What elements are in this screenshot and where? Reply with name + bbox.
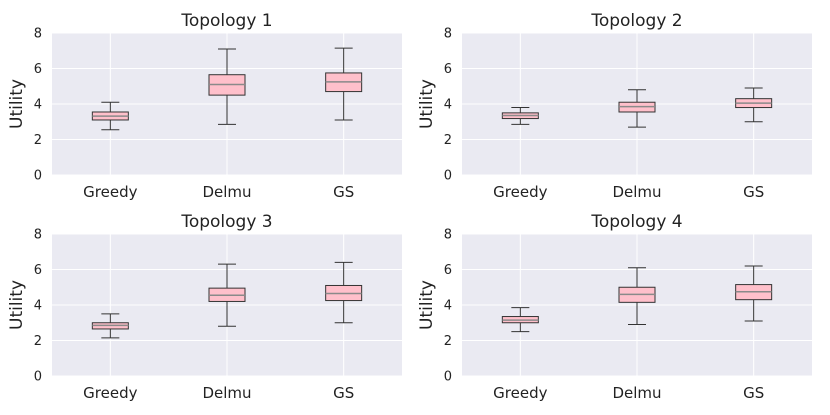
box-greedy [91,313,129,339]
x-tick-label: GS [333,183,354,201]
box-delmu [618,267,656,326]
x-tick-label: Greedy [493,183,547,201]
y-tick-label: 4 [34,299,42,314]
subplot-4: 0 2 4 6 8 Topology 4 Utility Greedy Delmu GS [417,212,812,402]
x-tick-label: Greedy [83,183,137,201]
x-tick-label: GS [743,384,764,402]
x-tick-label: Delmu [202,384,251,402]
box-gs [325,261,363,324]
y-tick-label: 0 [444,169,452,184]
y-axis-label: Utility [7,280,27,330]
subplot-1: 0 2 4 6 8 Topology 1 Utility Greedy Delmu GS [7,11,402,201]
y-tick-label: 6 [34,263,42,278]
x-tick-label: GS [333,384,354,402]
x-tick-label: Delmu [612,384,661,402]
box-delmu [618,89,656,128]
y-tick-label: 8 [444,27,452,42]
x-tick-label: Delmu [612,183,661,201]
y-tick-label: 0 [444,370,452,385]
y-tick-label: 0 [34,169,42,184]
y-tick-label: 2 [34,334,42,349]
y-tick-label: 8 [444,228,452,243]
chart-title: Topology 3 [180,212,272,232]
y-tick-label: 2 [444,334,452,349]
y-tick-label: 6 [444,62,452,77]
y-tick-label: 8 [34,27,42,42]
box-gs [325,47,363,121]
subplot-2: 0 2 4 6 8 Topology 2 Utility Greedy Delmu GS [417,11,812,201]
y-tick-label: 4 [34,98,42,113]
box-greedy [501,307,539,333]
y-tick-label: 8 [34,228,42,243]
y-tick-label: 2 [34,133,42,148]
box-greedy [501,107,539,125]
chart-title: Topology 2 [590,11,682,31]
box-greedy [91,101,129,131]
box-gs [735,265,773,322]
x-tick-label: GS [743,183,764,201]
y-axis-label: Utility [417,79,437,129]
x-tick-label: Greedy [493,384,547,402]
y-tick-label: 2 [444,133,452,148]
y-tick-label: 0 [34,370,42,385]
chart-title: Topology 1 [180,11,272,31]
y-tick-label: 4 [444,98,452,113]
y-tick-label: 6 [34,62,42,77]
y-tick-label: 4 [444,299,452,314]
x-tick-label: Greedy [83,384,137,402]
chart-title: Topology 4 [590,212,682,232]
box-gs [735,87,773,123]
box-delmu [208,48,246,125]
box-delmu [208,263,246,327]
subplot-3: 0 2 4 6 8 Topology 3 Utility Greedy Delmu GS [7,212,402,402]
y-axis-label: Utility [7,79,27,129]
y-tick-label: 6 [444,263,452,278]
y-axis-label: Utility [417,280,437,330]
x-tick-label: Delmu [202,183,251,201]
